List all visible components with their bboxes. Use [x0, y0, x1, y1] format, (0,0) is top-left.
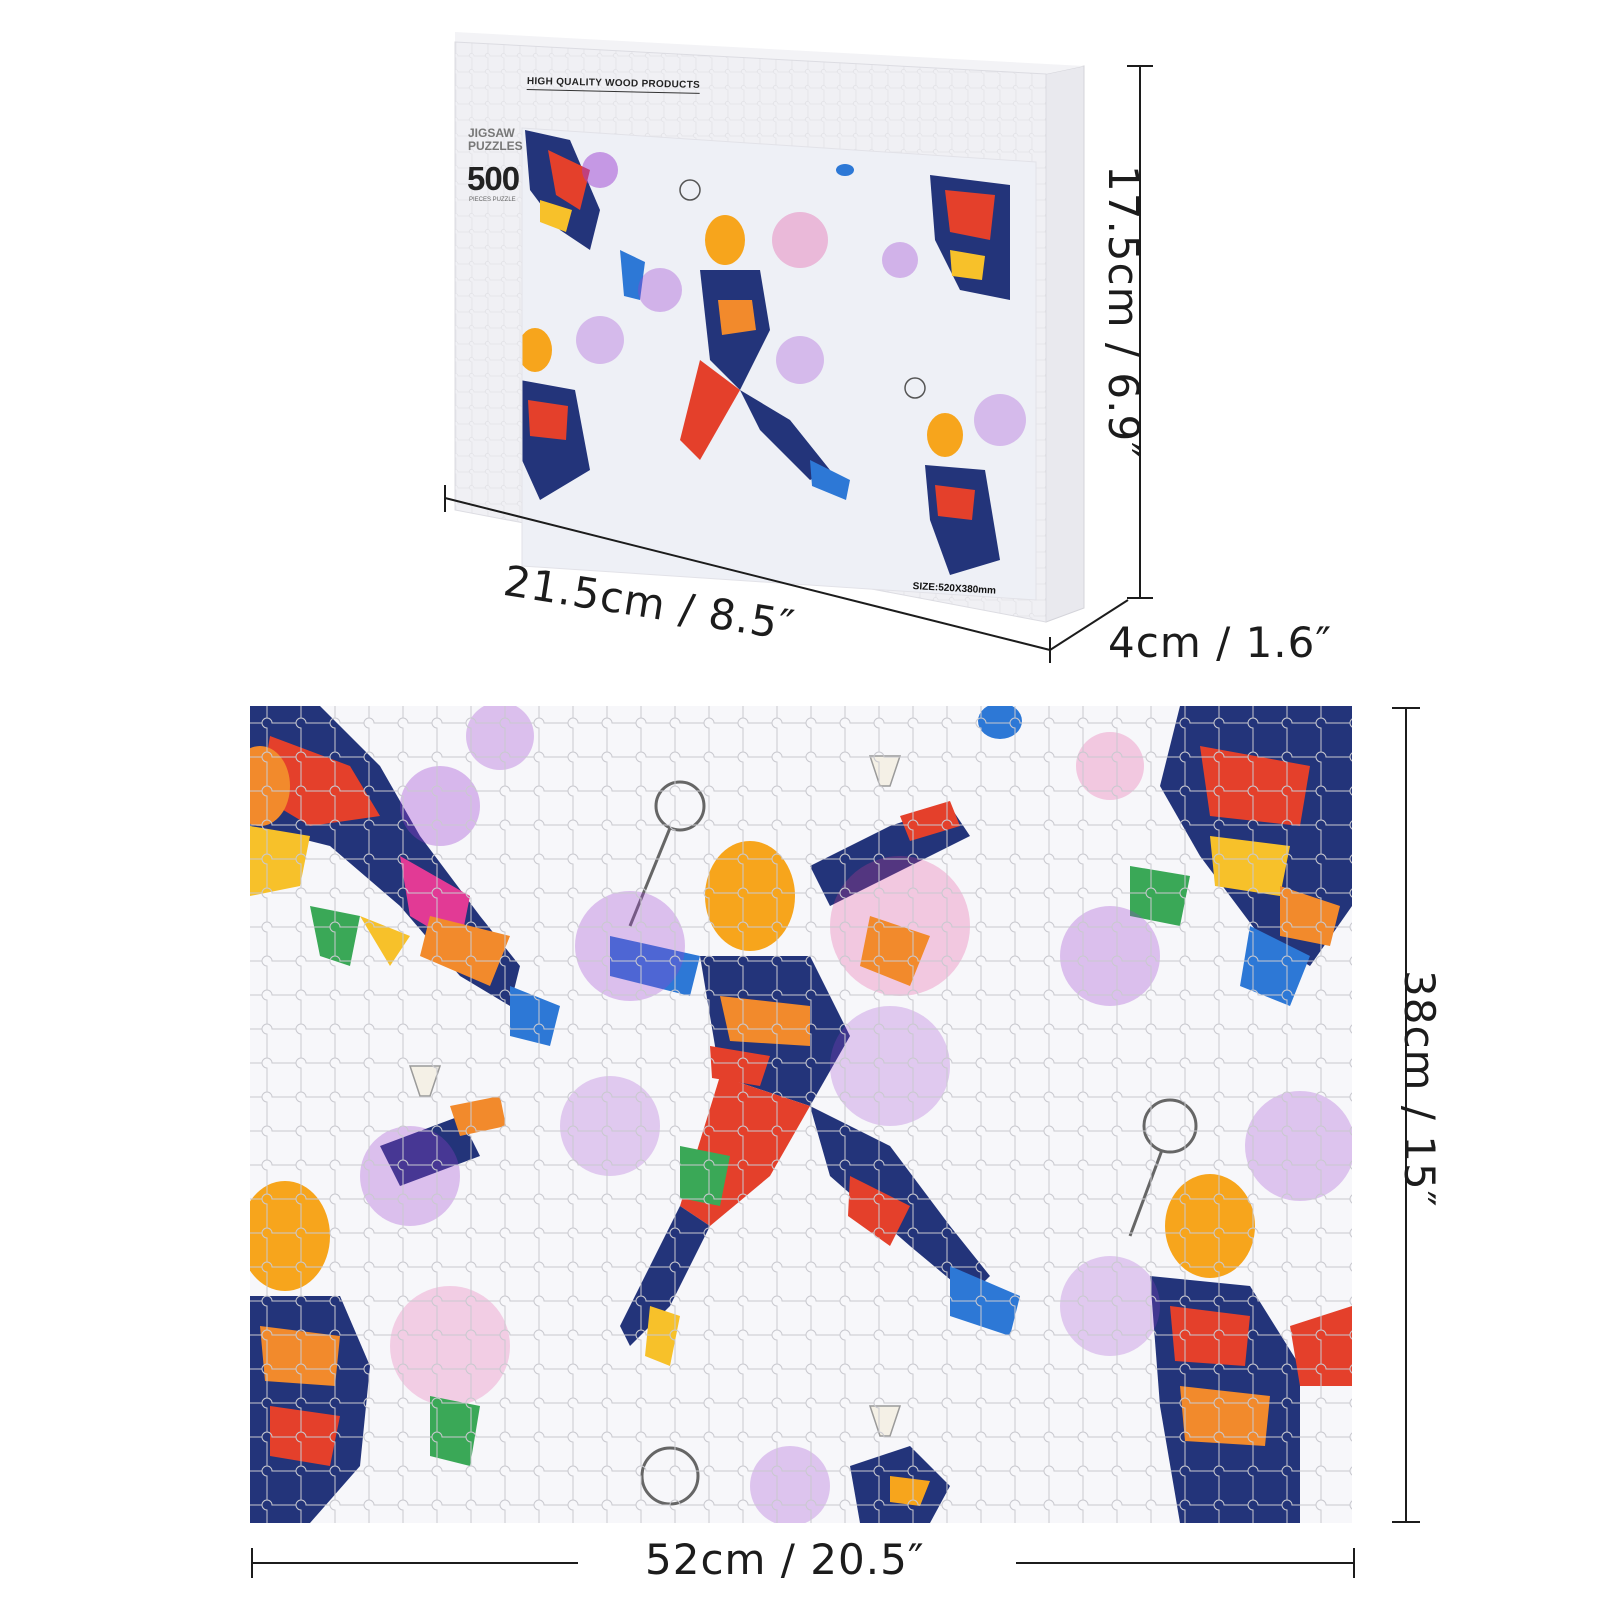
box-artwork — [522, 128, 1036, 600]
box-kind-text: JIGSAW PUZZLES — [468, 127, 528, 153]
box-sub-text: PIECES PUZZLE — [469, 197, 516, 203]
box-depth-label: 4cm / 1.6″ — [1108, 618, 1333, 667]
box-piece-count: 500 — [467, 160, 520, 197]
puzzle-width-label: 52cm / 20.5″ — [645, 1535, 925, 1584]
box-width-line — [444, 497, 1051, 651]
box-depth-line — [1049, 599, 1129, 651]
puzzle-height-label: 38cm / 15″ — [1395, 970, 1444, 1208]
box-kind-line2: PUZZLES — [468, 139, 523, 153]
box-top-face — [455, 32, 1084, 74]
box-height-label: 17.5cm / 6.9″ — [1099, 165, 1148, 459]
box-kind-line1: JIGSAW — [468, 126, 515, 140]
assembled-puzzle-artwork — [250, 706, 1352, 1523]
puzzle-box-illustration — [454, 32, 1085, 623]
